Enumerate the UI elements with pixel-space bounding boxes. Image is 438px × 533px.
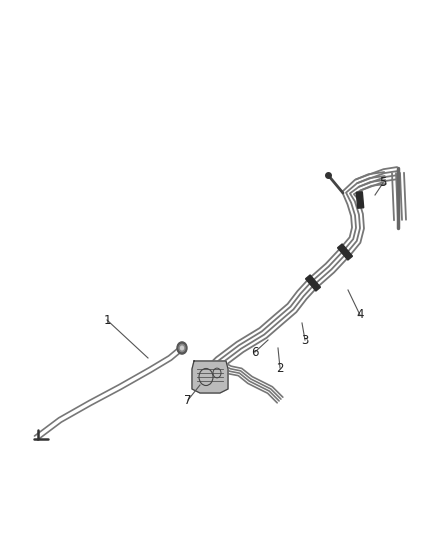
Polygon shape <box>338 244 353 260</box>
Text: 1: 1 <box>103 313 111 327</box>
Polygon shape <box>306 275 321 291</box>
Circle shape <box>177 342 187 354</box>
Polygon shape <box>357 192 364 208</box>
Text: 3: 3 <box>301 334 309 346</box>
Text: 4: 4 <box>356 309 364 321</box>
Circle shape <box>180 346 184 350</box>
Text: 6: 6 <box>251 345 259 359</box>
Text: 5: 5 <box>379 176 387 190</box>
Text: 7: 7 <box>184 393 192 407</box>
Circle shape <box>179 344 185 352</box>
Text: 2: 2 <box>276 361 284 375</box>
Polygon shape <box>192 361 228 393</box>
